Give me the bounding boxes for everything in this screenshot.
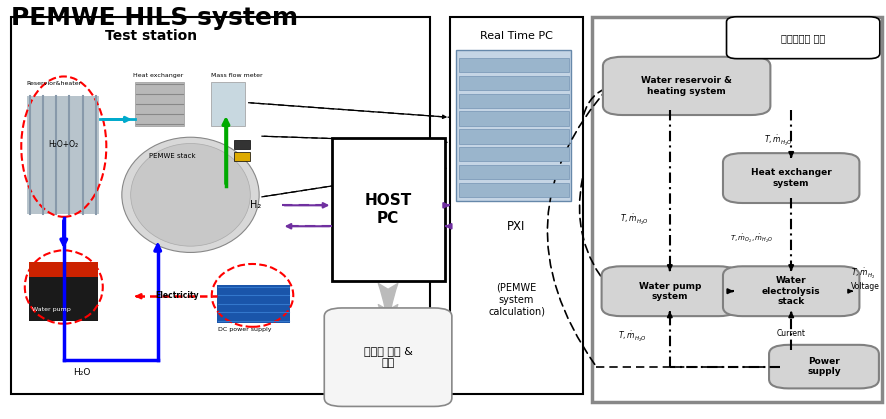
Ellipse shape — [121, 137, 259, 252]
Text: Water pump
system: Water pump system — [639, 282, 701, 301]
FancyBboxPatch shape — [723, 153, 859, 203]
Text: H₂: H₂ — [250, 200, 261, 210]
Text: Reservior&heater: Reservior&heater — [27, 81, 82, 86]
FancyBboxPatch shape — [602, 266, 738, 316]
Bar — [459, 147, 569, 161]
Text: 데이터 수집 &
분석: 데이터 수집 & 분석 — [363, 346, 413, 368]
Text: PXI: PXI — [508, 220, 525, 233]
Bar — [459, 111, 569, 126]
Text: $T, \dot{m}_{H_2O}$: $T, \dot{m}_{H_2O}$ — [764, 133, 792, 147]
Bar — [450, 17, 583, 394]
Text: Heat exchanger
system: Heat exchanger system — [750, 168, 832, 188]
Text: Power
supply: Power supply — [807, 357, 841, 376]
Text: DC power supply: DC power supply — [218, 327, 271, 332]
Bar — [234, 140, 250, 149]
FancyBboxPatch shape — [769, 345, 879, 388]
FancyBboxPatch shape — [324, 308, 452, 406]
Text: HOST
PC: HOST PC — [364, 193, 412, 226]
Text: Water
electrolysis
stack: Water electrolysis stack — [762, 276, 820, 306]
Bar — [459, 129, 569, 143]
Bar — [234, 152, 250, 161]
Text: PEMWE stack: PEMWE stack — [149, 153, 196, 159]
Bar — [211, 82, 245, 126]
Text: Current: Current — [776, 328, 805, 338]
Ellipse shape — [131, 143, 250, 246]
Text: H₂O: H₂O — [73, 368, 90, 378]
Bar — [332, 138, 445, 281]
Text: $T, \dot{m}_{H_2}$
Voltage: $T, \dot{m}_{H_2}$ Voltage — [851, 266, 880, 291]
Text: $T, \dot{m}_{O_2}, \dot{m}_{H_2O}$: $T, \dot{m}_{O_2}, \dot{m}_{H_2O}$ — [730, 233, 773, 245]
Text: 시민레이션 모델: 시민레이션 모델 — [781, 33, 825, 43]
Text: Electricity: Electricity — [155, 291, 199, 300]
Bar — [459, 94, 569, 108]
FancyBboxPatch shape — [602, 57, 770, 115]
Bar — [456, 50, 571, 201]
Text: $T, \dot{m}_{H_2O}$: $T, \dot{m}_{H_2O}$ — [620, 213, 649, 227]
Bar — [29, 262, 98, 277]
Text: (PEMWE
system
calculation): (PEMWE system calculation) — [488, 283, 545, 316]
Text: Water reservoir &
heating system: Water reservoir & heating system — [641, 76, 732, 96]
Bar — [459, 165, 569, 179]
Bar — [29, 262, 98, 321]
Bar — [11, 17, 430, 394]
Text: PEMWE HILS system: PEMWE HILS system — [11, 6, 298, 30]
Text: Mass flow meter: Mass flow meter — [211, 72, 262, 78]
Text: H₂O+O₂: H₂O+O₂ — [49, 140, 79, 149]
FancyBboxPatch shape — [723, 266, 859, 316]
Bar — [217, 285, 290, 323]
Bar — [459, 76, 569, 90]
Text: Test station: Test station — [105, 28, 197, 43]
Bar — [459, 58, 569, 72]
Bar — [459, 183, 569, 197]
Text: Real Time PC: Real Time PC — [480, 31, 553, 41]
Text: Water pump: Water pump — [32, 307, 71, 312]
Bar — [27, 96, 99, 214]
Text: Heat exchanger: Heat exchanger — [133, 72, 183, 78]
FancyBboxPatch shape — [727, 17, 880, 59]
Bar — [592, 17, 882, 402]
Text: $T, \dot{m}_{H_2O}$: $T, \dot{m}_{H_2O}$ — [618, 330, 647, 344]
Bar — [135, 82, 184, 126]
